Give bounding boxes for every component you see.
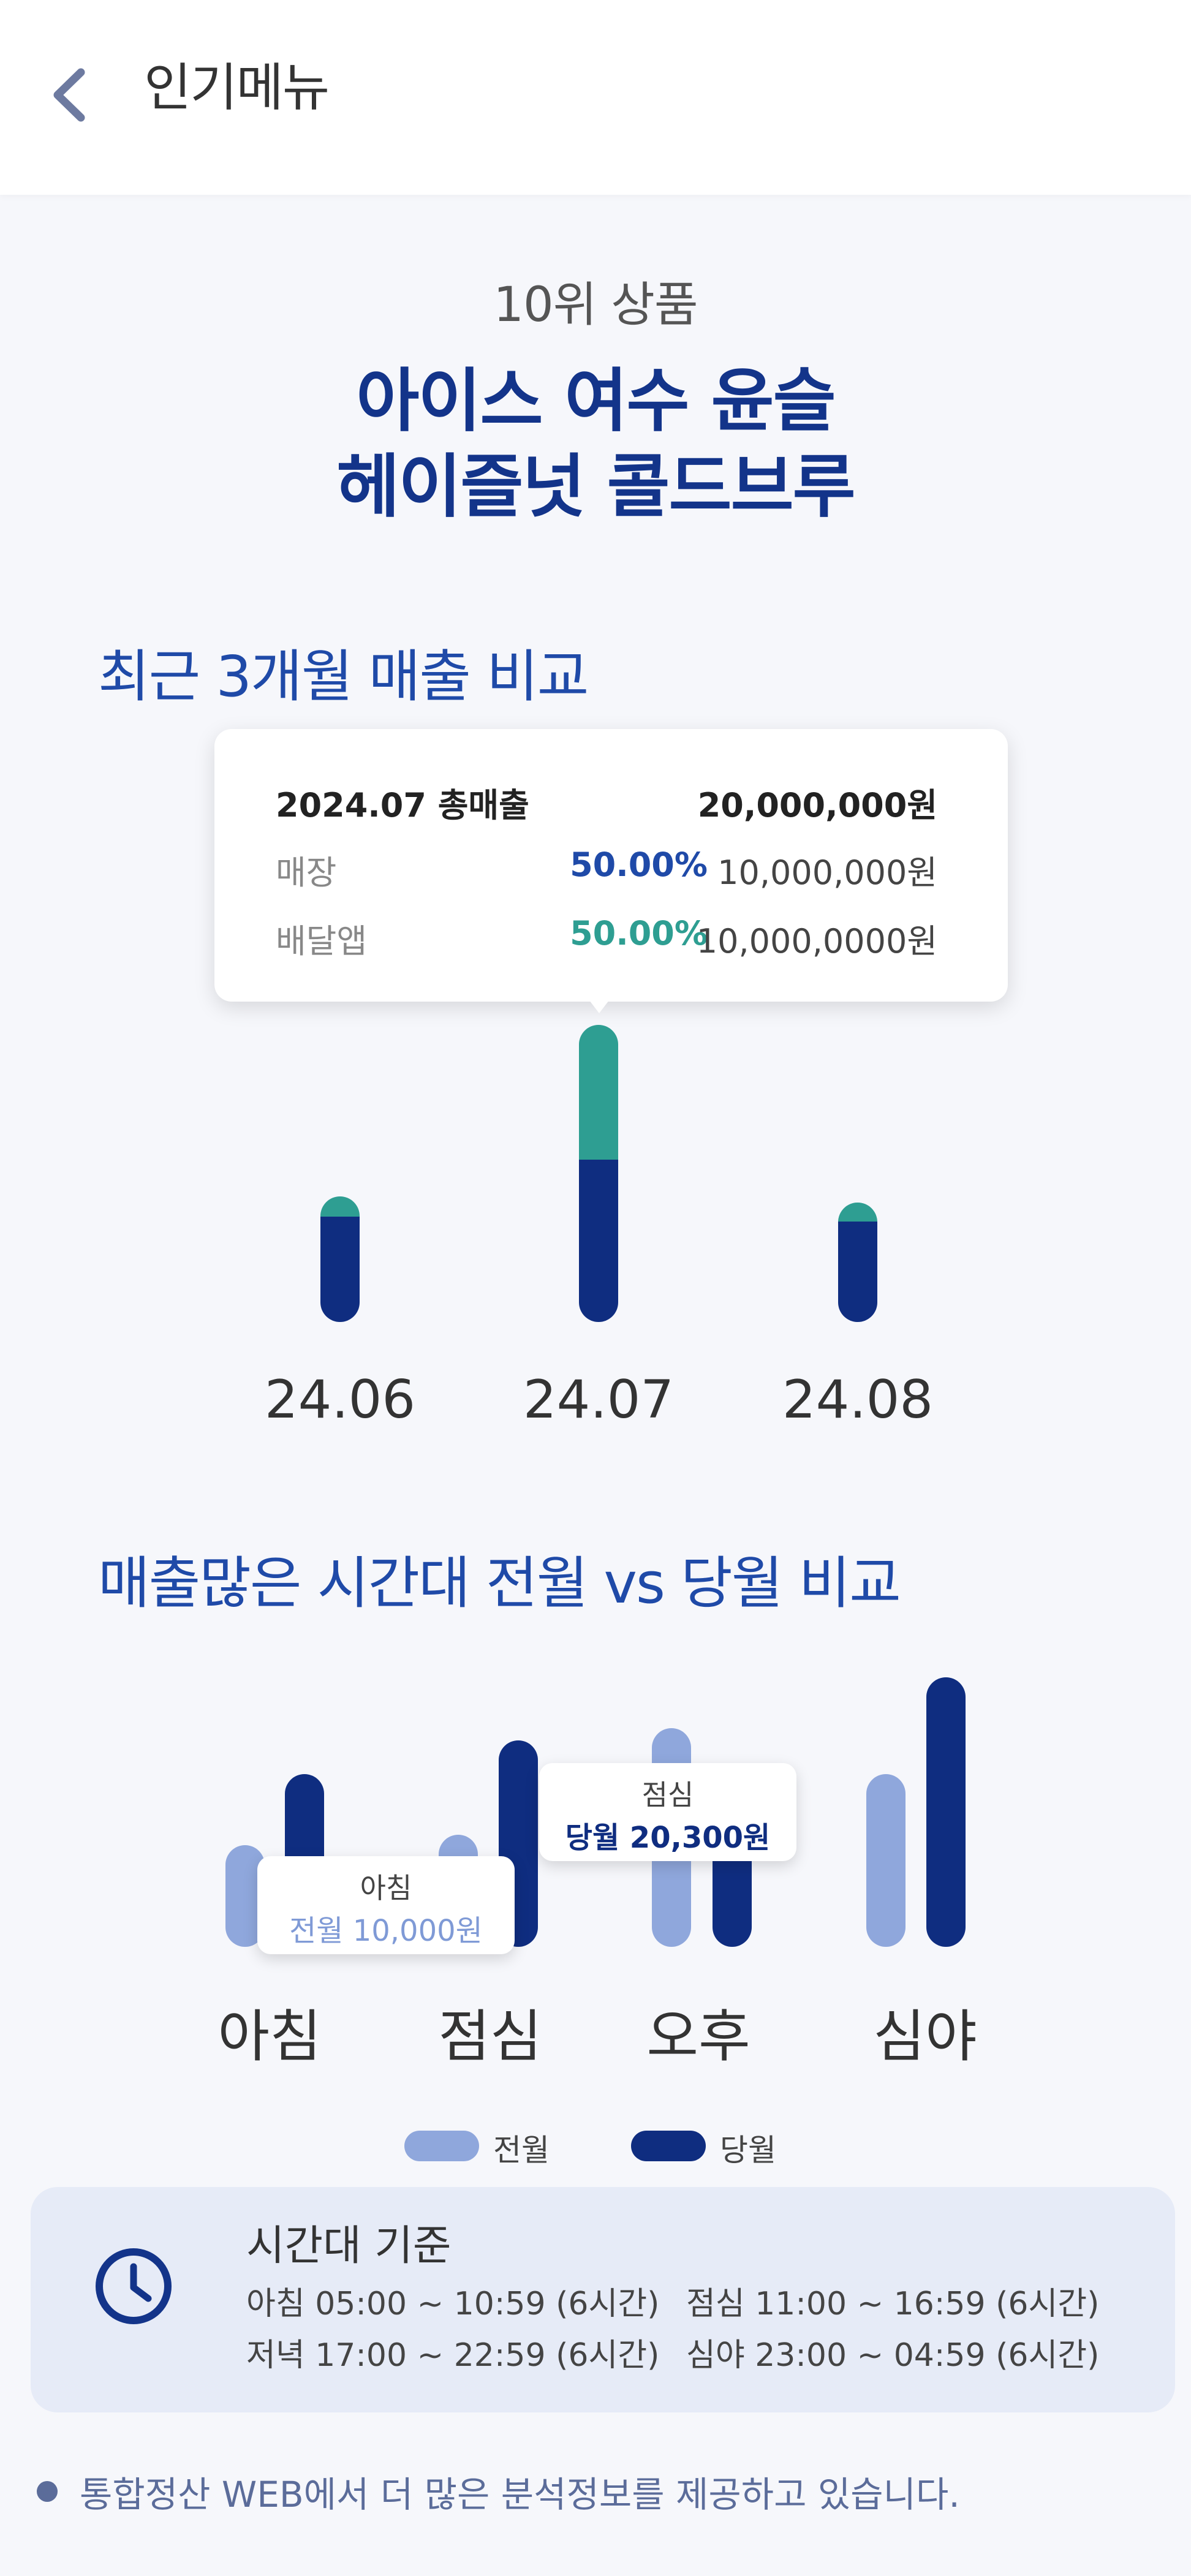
lunch-bubble-value: 당월 20,300원 [565, 1821, 771, 1855]
time-section-title: 매출많은 시간대 전월 vs 당월 비교 [98, 1551, 901, 1616]
month-label: 24.07 [523, 1369, 675, 1430]
timezone-late-night: 심야 23:00 ~ 04:59 (6시간) [686, 2337, 1100, 2374]
timezone-morning: 아침 05:00 ~ 10:59 (6시간) [246, 2286, 660, 2322]
tooltip-delivery-label: 배달앱 [276, 922, 368, 961]
time-slot-label: 점심 [438, 2004, 542, 2069]
month-label: 24.06 [264, 1369, 416, 1430]
month-bar-24.06[interactable] [320, 1196, 360, 1322]
month-bar-store-segment [320, 1216, 360, 1322]
legend-curr-label: 당월 [720, 2132, 776, 2168]
morning-bubble: 아침 전월 10,000원 [257, 1856, 515, 1954]
legend-prev-label: 전월 [493, 2132, 550, 2168]
clock-icon [96, 2248, 172, 2324]
month-bar-delivery-segment [838, 1202, 877, 1222]
tooltip-month-total-label: 2024.07 총매출 [276, 786, 529, 825]
tooltip-total-amount: 20,000,000원 [697, 786, 937, 825]
product-name: 아이스 여수 윤슬 헤이즐넛 콜드브루 [0, 358, 1191, 530]
legend-curr-swatch [631, 2131, 706, 2161]
page-title: 인기메뉴 [144, 58, 330, 118]
legend-prev-swatch [404, 2131, 479, 2161]
month-label: 24.08 [782, 1369, 934, 1430]
tooltip-store-label: 매장 [276, 853, 337, 892]
footer-bullet [37, 2481, 58, 2502]
lunch-bubble: 점심 당월 20,300원 [539, 1763, 796, 1861]
tooltip-delivery-amount: 10,000,0000원 [696, 922, 937, 961]
tooltip-store-pct: 50.00% [570, 845, 708, 884]
timezone-info-box: 시간대 기준 아침 05:00 ~ 10:59 (6시간) 점심 11:00 ~… [31, 2187, 1175, 2412]
lunch-bubble-label: 점심 [641, 1778, 694, 1811]
tooltip-delivery-pct: 50.00% [570, 914, 708, 953]
monthly-section-title: 최근 3개월 매출 비교 [98, 644, 589, 709]
month-bar-store-segment [838, 1221, 877, 1322]
monthly-sales-tooltip: 2024.07 총매출 20,000,000원 매장 50.00% 10,000… [214, 729, 1008, 1002]
chevron-left-icon [53, 68, 85, 122]
time-slot-label: 오후 [646, 2004, 751, 2069]
timezone-title: 시간대 기준 [246, 2222, 452, 2270]
tooltip-pointer [583, 992, 615, 1013]
time-slot-label: 아침 [217, 2004, 322, 2069]
month-bar-delivery-segment [579, 1025, 618, 1160]
app-header: 인기메뉴 [0, 0, 1191, 195]
time-slot-label: 심야 [873, 2004, 977, 2069]
timezone-lunch: 점심 11:00 ~ 16:59 (6시간) [686, 2286, 1100, 2322]
product-name-line1: 아이스 여수 윤슬 [356, 361, 836, 441]
month-bar-store-segment [579, 1160, 618, 1322]
time-bar-curr-심야[interactable] [926, 1677, 966, 1947]
tooltip-store-amount: 10,000,000원 [717, 853, 937, 892]
timezone-evening: 저녁 17:00 ~ 22:59 (6시간) [246, 2337, 660, 2374]
back-button[interactable] [43, 61, 98, 129]
product-name-line2: 헤이즐넛 콜드브루 [336, 447, 855, 527]
morning-bubble-label: 아침 [360, 1872, 412, 1905]
month-bar-24.08[interactable] [838, 1202, 877, 1322]
footer-note[interactable]: 통합정산 WEB에서 더 많은 분석정보를 제공하고 있습니다. [80, 2474, 960, 2515]
morning-bubble-value: 전월 10,000원 [289, 1914, 483, 1948]
month-bar-delivery-segment [320, 1196, 360, 1217]
product-rank: 10위 상품 [493, 278, 698, 333]
month-bar-24.07[interactable] [579, 1025, 618, 1322]
time-bar-prev-심야[interactable] [866, 1773, 906, 1947]
